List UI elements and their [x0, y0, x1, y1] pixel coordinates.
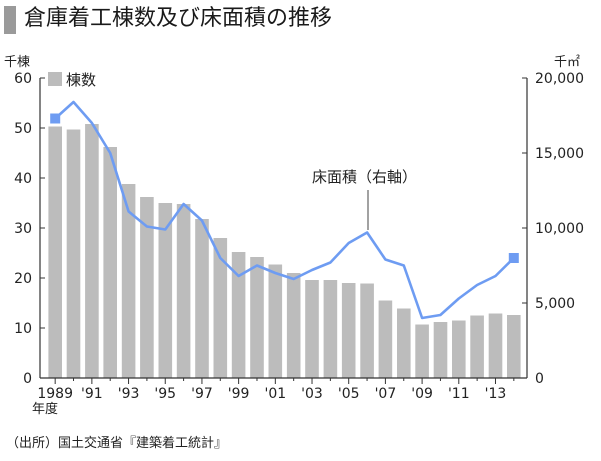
bar-1995 — [158, 203, 173, 378]
bar-2007 — [378, 300, 393, 378]
bar-1998 — [213, 238, 228, 378]
x-tick-label: '13 — [485, 386, 507, 402]
line-layer — [50, 100, 519, 320]
left-tick-label: 40 — [14, 171, 32, 187]
bar-2004 — [323, 280, 338, 378]
x-tick-label: 1989 — [37, 386, 73, 402]
left-tick-label: 50 — [14, 121, 32, 137]
x-tick-label: '91 — [81, 386, 103, 402]
title-marker — [4, 6, 16, 34]
x-tick-label: '93 — [118, 386, 140, 402]
x-tick-label: '95 — [154, 386, 176, 402]
bar-2002 — [286, 273, 301, 378]
left-tick-label: 10 — [14, 321, 32, 337]
floor-area-line — [54, 100, 515, 320]
bar-2010 — [433, 322, 448, 378]
left-axis-unit: 千棟 — [4, 55, 30, 70]
bar-1999 — [231, 252, 246, 378]
x-tick-label: '01 — [264, 386, 286, 402]
left-tick-label: 20 — [14, 271, 32, 287]
right-tick-label: 5,000 — [535, 296, 575, 312]
left-tick-label: 30 — [14, 221, 32, 237]
bar-1996 — [176, 204, 191, 378]
x-tick-label: '05 — [338, 386, 360, 402]
bar-1997 — [195, 219, 209, 378]
chart-title: 倉庫着工棟数及び床面積の推移 — [24, 6, 333, 31]
left-tick-label: 60 — [14, 71, 32, 87]
bar-1990 — [66, 129, 81, 378]
bar-2009 — [415, 324, 429, 378]
x-tick-label: '03 — [301, 386, 323, 402]
bar-1989 — [48, 126, 62, 378]
floor-area-marker-2014 — [508, 253, 519, 263]
bar-2001 — [268, 264, 283, 378]
right-tick-label: 10,000 — [535, 221, 584, 237]
bar-2008 — [397, 308, 411, 378]
x-tick-label: '11 — [448, 386, 470, 402]
bars-layer — [48, 124, 521, 378]
ticks-layer: 0 10 20 30 40 50 60 0 5,000 10,000 15,000 20,000 198… — [14, 71, 584, 402]
x-tick-label: '99 — [228, 386, 250, 402]
bar-1992 — [103, 147, 117, 378]
bar-2012 — [470, 315, 484, 378]
right-tick-label: 0 — [535, 371, 544, 387]
bar-2005 — [341, 283, 356, 378]
bar-2003 — [305, 280, 319, 378]
x-tick-label: '09 — [411, 386, 433, 402]
annotation-label: 床面積（右軸） — [312, 168, 417, 186]
x-axis-unit: 年度 — [32, 401, 58, 417]
bar-2014 — [507, 315, 521, 378]
bar-2011 — [452, 320, 466, 378]
x-tick-label: '07 — [375, 386, 397, 402]
bar-1993 — [121, 184, 136, 378]
bar-1994 — [140, 197, 154, 378]
bar-2013 — [488, 313, 503, 378]
source-note: （出所）国土交通省『建築着工統計』 — [6, 436, 228, 451]
right-tick-label: 15,000 — [535, 146, 584, 162]
left-tick-label: 0 — [23, 371, 32, 387]
floor-area-marker-1989 — [50, 113, 61, 124]
right-tick-label: 20,000 — [535, 71, 584, 87]
right-axis-unit: 千㎡ — [554, 55, 580, 70]
x-tick-label: '97 — [191, 386, 213, 402]
bar-1991 — [85, 124, 99, 378]
bar-2000 — [250, 257, 264, 378]
bar-2006 — [360, 283, 374, 378]
legend-swatch — [48, 72, 62, 86]
legend-label: 棟数 — [66, 71, 96, 89]
